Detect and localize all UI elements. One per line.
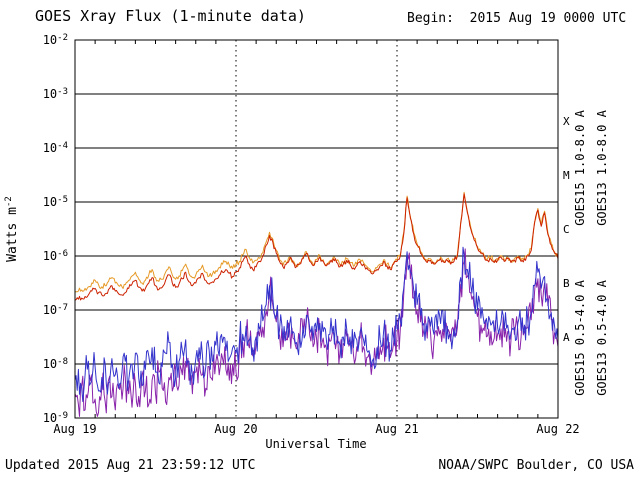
axis-layer: 10-2 10-3 10-4 10-5 10-6 10-7 10-8 10-9 X M C B A Aug… (43, 33, 609, 436)
series-line (75, 246, 558, 402)
source-attribution: NOAA/SWPC Boulder, CO USA (438, 458, 634, 473)
x-tick-label: Aug 20 (214, 422, 257, 436)
updated-timestamp: Updated 2015 Aug 21 23:59:12 UTC (5, 458, 256, 473)
y-tick-label: 10-7 (43, 303, 68, 317)
plot-border (74, 39, 559, 419)
series-axis-label: GOES15 0.5-4.0 A (573, 279, 587, 395)
series-axis-label: GOES13 0.5-4.0 A (595, 279, 609, 395)
x-tick-label: Aug 22 (536, 422, 579, 436)
series-line (75, 191, 558, 293)
y-tick-label: 10-4 (43, 141, 68, 155)
y-tick-label: 10-3 (43, 87, 68, 101)
x-tick-label: Aug 19 (53, 422, 96, 436)
x-axis-title: Universal Time (265, 437, 366, 451)
flare-class-label: A (563, 331, 570, 344)
y-tick-label: 10-2 (43, 33, 68, 47)
y-tick-label: 10-9 (43, 411, 68, 425)
chart-title: GOES Xray Flux (1-minute data) (35, 7, 306, 25)
series-axis-label: GOES15 1.0-8.0 A (573, 109, 587, 225)
y-tick-label: 10-5 (43, 195, 68, 209)
flare-class-label: X (563, 115, 570, 128)
y-tick-label: 10-6 (43, 249, 68, 263)
flare-class-label: C (563, 223, 570, 236)
x-tick-label: Aug 21 (375, 422, 418, 436)
series-line (75, 248, 558, 417)
series-axis-label: GOES13 1.0-8.0 A (595, 109, 609, 225)
begin-time-label: Begin: 2015 Aug 19 0000 UTC (407, 11, 627, 26)
series-line (75, 193, 558, 301)
y-tick-label: 10-8 (43, 357, 68, 371)
flare-class-label: B (563, 277, 570, 290)
series-layer (75, 191, 558, 417)
grid-layer (75, 40, 558, 418)
flare-class-label: M (563, 169, 570, 182)
y-axis-title: Watts m-2 (4, 196, 20, 262)
